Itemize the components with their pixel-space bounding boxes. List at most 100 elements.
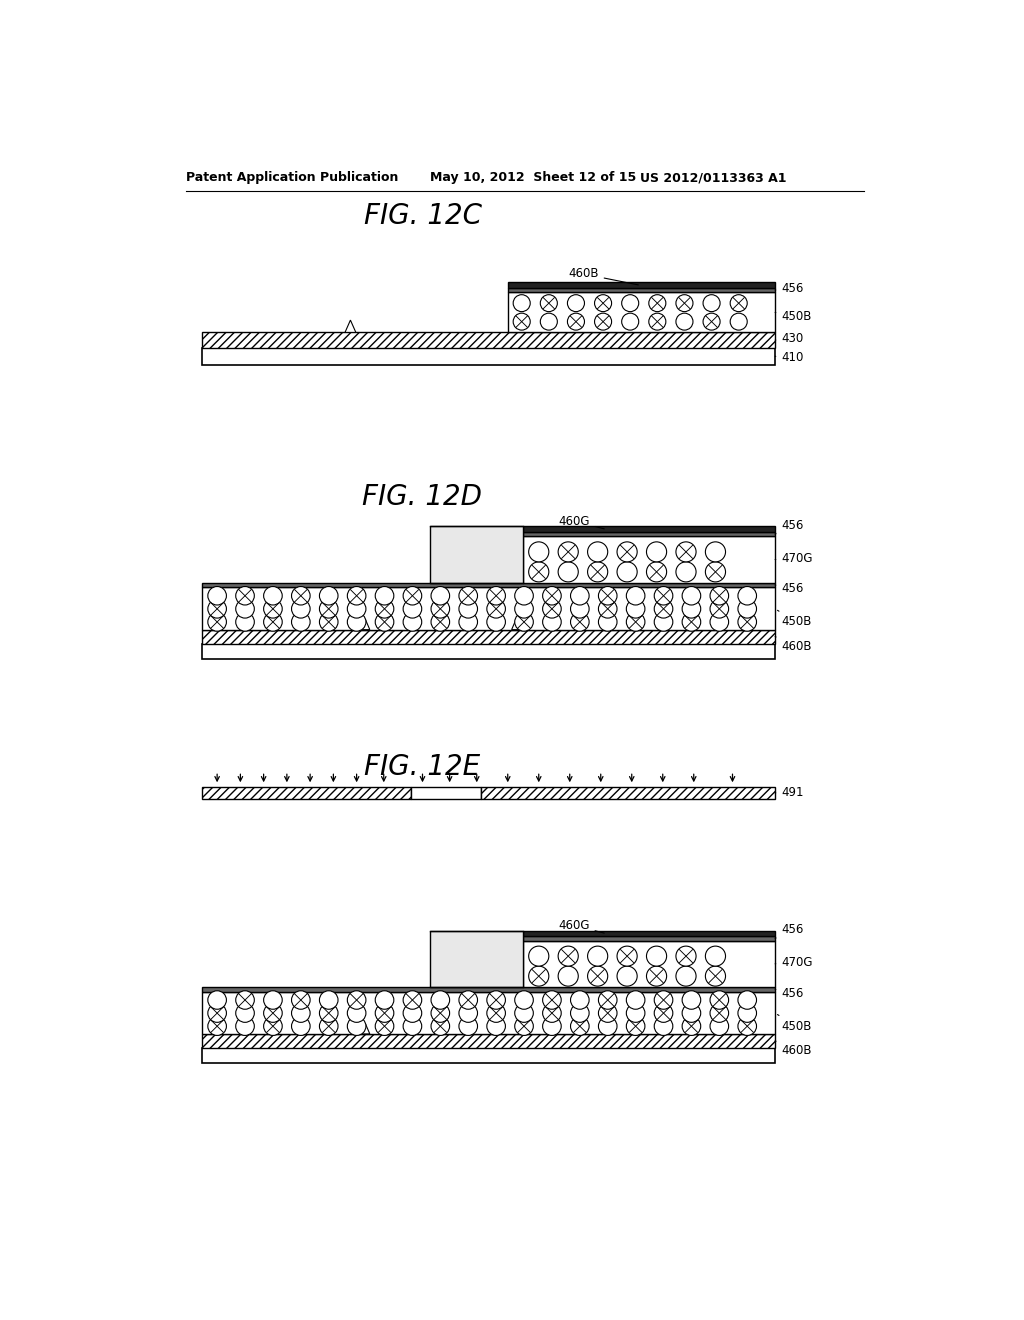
Circle shape: [622, 313, 639, 330]
Circle shape: [515, 991, 534, 1010]
Text: 460B: 460B: [775, 636, 812, 653]
Circle shape: [738, 1016, 757, 1035]
Circle shape: [528, 966, 549, 986]
Text: 450B: 450B: [777, 1015, 812, 1032]
Circle shape: [627, 599, 645, 618]
Text: 430: 430: [775, 333, 804, 345]
Circle shape: [292, 612, 310, 631]
Circle shape: [682, 612, 700, 631]
Circle shape: [558, 946, 579, 966]
Circle shape: [208, 1003, 226, 1022]
Circle shape: [706, 946, 726, 966]
Circle shape: [541, 294, 557, 312]
Text: 460B: 460B: [568, 268, 638, 285]
Circle shape: [486, 1016, 506, 1035]
Polygon shape: [430, 931, 523, 987]
Circle shape: [649, 313, 666, 330]
Circle shape: [486, 1003, 506, 1022]
Circle shape: [431, 1016, 450, 1035]
Bar: [523, 532, 775, 536]
Circle shape: [403, 612, 422, 631]
Circle shape: [292, 586, 310, 605]
Circle shape: [543, 1003, 561, 1022]
Circle shape: [567, 294, 585, 312]
Circle shape: [403, 1003, 422, 1022]
Circle shape: [431, 991, 450, 1010]
Circle shape: [515, 1016, 534, 1035]
Circle shape: [646, 966, 667, 986]
Circle shape: [570, 586, 589, 605]
Circle shape: [236, 586, 254, 605]
Circle shape: [646, 946, 667, 966]
Circle shape: [513, 294, 530, 312]
Circle shape: [706, 966, 726, 986]
Circle shape: [543, 612, 561, 631]
Circle shape: [528, 946, 549, 966]
Text: 456: 456: [775, 986, 804, 999]
Text: 450B: 450B: [775, 310, 812, 323]
Circle shape: [617, 562, 637, 582]
Circle shape: [319, 1003, 338, 1022]
Bar: [523, 536, 775, 582]
Circle shape: [263, 1016, 283, 1035]
Circle shape: [543, 599, 561, 618]
Circle shape: [236, 1003, 254, 1022]
Circle shape: [598, 586, 617, 605]
Text: US 2012/0113363 A1: US 2012/0113363 A1: [640, 172, 786, 185]
Text: 456: 456: [775, 519, 804, 535]
Circle shape: [627, 1016, 645, 1035]
Bar: [523, 931, 775, 936]
Circle shape: [627, 612, 645, 631]
Circle shape: [706, 543, 726, 562]
Circle shape: [543, 1016, 561, 1035]
Text: 470G: 470G: [775, 956, 813, 969]
Circle shape: [541, 313, 557, 330]
Circle shape: [292, 599, 310, 618]
Circle shape: [710, 1016, 729, 1035]
Circle shape: [515, 586, 534, 605]
Circle shape: [738, 586, 757, 605]
Circle shape: [598, 612, 617, 631]
Circle shape: [654, 586, 673, 605]
Bar: [523, 527, 775, 532]
Circle shape: [654, 599, 673, 618]
Polygon shape: [345, 321, 356, 333]
Circle shape: [710, 612, 729, 631]
Circle shape: [347, 991, 366, 1010]
Circle shape: [459, 991, 477, 1010]
Bar: [202, 582, 775, 587]
Circle shape: [567, 313, 585, 330]
Circle shape: [403, 599, 422, 618]
Circle shape: [319, 612, 338, 631]
Circle shape: [654, 612, 673, 631]
Text: 456: 456: [775, 582, 804, 595]
Circle shape: [703, 294, 720, 312]
Text: 460G: 460G: [558, 919, 604, 933]
Circle shape: [486, 599, 506, 618]
Circle shape: [292, 1003, 310, 1022]
Circle shape: [263, 599, 283, 618]
Text: 470G: 470G: [775, 552, 813, 565]
Circle shape: [515, 1003, 534, 1022]
Circle shape: [375, 612, 394, 631]
Circle shape: [730, 294, 748, 312]
Circle shape: [236, 991, 254, 1010]
Polygon shape: [360, 619, 370, 630]
Circle shape: [347, 1016, 366, 1035]
Text: FIG. 12E: FIG. 12E: [365, 752, 480, 780]
Circle shape: [676, 966, 696, 986]
Circle shape: [738, 991, 757, 1010]
Circle shape: [431, 612, 450, 631]
Circle shape: [588, 543, 607, 562]
Circle shape: [703, 313, 720, 330]
Circle shape: [486, 612, 506, 631]
Circle shape: [459, 1003, 477, 1022]
Text: FIG. 12D: FIG. 12D: [362, 483, 482, 511]
Circle shape: [570, 1016, 589, 1035]
Circle shape: [598, 599, 617, 618]
Polygon shape: [434, 1023, 443, 1034]
Circle shape: [208, 586, 226, 605]
Circle shape: [375, 599, 394, 618]
Polygon shape: [512, 619, 521, 630]
Circle shape: [710, 586, 729, 605]
